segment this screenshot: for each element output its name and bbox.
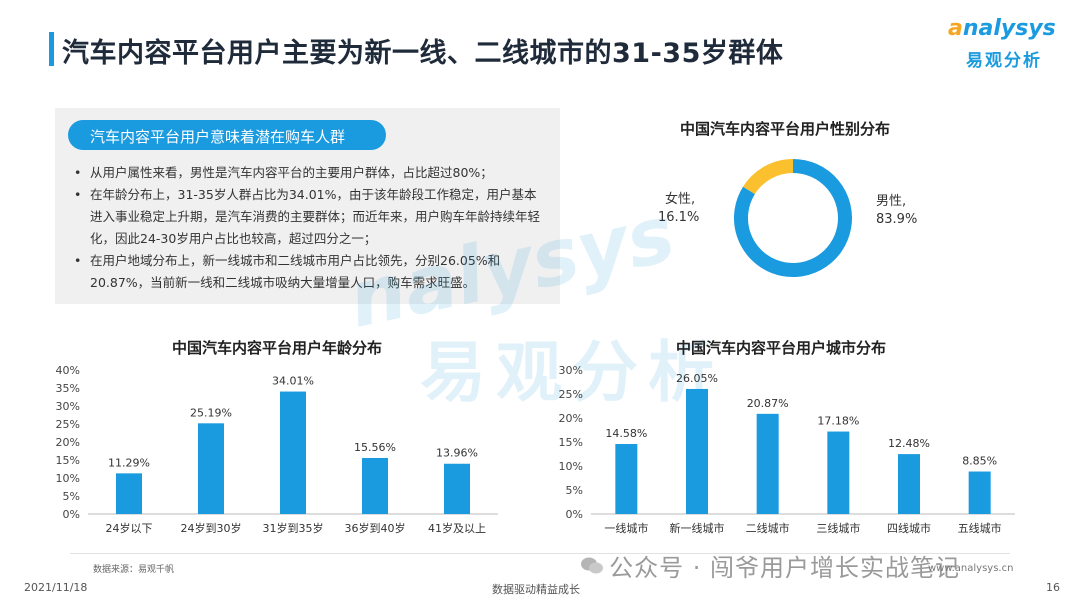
bar-value-label: 15.56%: [354, 441, 396, 454]
bar-value-label: 11.29%: [108, 456, 150, 469]
y-tick-label: 35%: [56, 382, 80, 395]
wechat-watermark: 公众号 · 闯爷用户增长实战笔记: [580, 548, 960, 583]
y-tick-label: 25%: [56, 418, 80, 431]
y-tick-label: 20%: [559, 412, 583, 425]
insight-header: 汽车内容平台用户意味着潜在购车人群: [90, 128, 346, 146]
donut-label: 女性,: [665, 191, 695, 207]
gender-donut-chart: 男性, 83.9% 女性, 16.1%: [658, 159, 917, 277]
bar: [280, 391, 306, 514]
insight-header-pill: 汽车内容平台用户意味着潜在购车人群: [68, 120, 386, 150]
bar: [968, 471, 991, 514]
bar: [116, 473, 142, 514]
bar: [444, 463, 470, 514]
y-tick-label: 5%: [566, 484, 583, 497]
bar: [615, 444, 638, 514]
gender-chart-title: 中国汽车内容平台用户性别分布: [680, 120, 891, 138]
age-bar-chart: 0% 5% 10% 15% 20% 25% 30% 35% 40% 11.29% 24岁以下 25.1…: [56, 364, 498, 535]
y-tick-label: 40%: [56, 364, 80, 377]
bar-value-label: 20.87%: [747, 397, 789, 410]
bar-value-label: 26.05%: [676, 372, 718, 385]
donut-value-label: 83.9%: [876, 212, 917, 227]
logo-wordmark: analysys: [948, 16, 1056, 41]
insight-bullet: 从用户属性来看，男性是汽车内容平台的主要用户群体，占比超过80%；: [72, 162, 544, 184]
y-tick-label: 0%: [63, 508, 80, 521]
x-tick-label: 36岁到40岁: [345, 521, 406, 535]
bar-value-label: 25.19%: [190, 406, 232, 419]
bar-value-label: 8.85%: [962, 455, 997, 468]
wechat-icon: [581, 557, 603, 573]
title-accent-bar: [49, 32, 54, 66]
x-tick-label: 二线城市: [746, 521, 790, 535]
y-tick-label: 0%: [566, 508, 583, 521]
bar-value-label: 17.18%: [817, 415, 859, 428]
donut-label: 男性,: [876, 194, 906, 209]
insight-bullet: 在年龄分布上，31-35岁人群占比为34.01%，由于该年龄段工作稳定，用户基本…: [72, 184, 544, 250]
y-tick-label: 10%: [56, 472, 80, 485]
y-tick-label: 30%: [56, 400, 80, 413]
bar: [827, 431, 850, 514]
site-url: www.analysys.cn: [928, 563, 1014, 574]
bar-value-label: 14.58%: [605, 427, 647, 440]
bar: [686, 388, 708, 514]
insight-list: 从用户属性来看，男性是汽车内容平台的主要用户群体，占比超过80%； 在年龄分布上…: [72, 162, 544, 294]
wechat-watermark-text: 公众号 · 闯爷用户增长实战笔记: [609, 554, 960, 582]
y-tick-label: 10%: [559, 460, 583, 473]
y-tick-label: 20%: [56, 436, 80, 449]
page-title: 汽车内容平台用户主要为新一线、二线城市的31-35岁群体: [62, 38, 784, 69]
bar: [362, 457, 388, 514]
bar-value-label: 13.96%: [436, 447, 478, 460]
x-tick-label: 三线城市: [816, 521, 860, 535]
bar-value-label: 34.01%: [272, 375, 314, 388]
y-tick-label: 15%: [559, 436, 583, 449]
x-tick-label: 24岁到30岁: [181, 521, 242, 535]
donut-slice: [734, 159, 852, 277]
x-tick-label: 五线城市: [958, 521, 1002, 535]
x-tick-label: 新一线城市: [670, 521, 725, 535]
bar: [756, 413, 779, 514]
footer-slogan: 数据驱动精益成长: [492, 583, 580, 596]
x-tick-label: 四线城市: [887, 521, 931, 535]
bar-value-label: 12.48%: [888, 437, 930, 450]
logo-chinese-name: 易观分析: [966, 51, 1042, 71]
insight-bullet: 在用户地域分布上，新一线城市和二线城市用户占比领先，分别26.05%和20.87…: [72, 250, 544, 294]
bar: [198, 423, 224, 514]
city-chart-title: 中国汽车内容平台用户城市分布: [676, 339, 887, 357]
x-tick-label: 24岁以下: [106, 521, 153, 535]
x-tick-label: 31岁到35岁: [263, 521, 324, 535]
age-chart-title: 中国汽车内容平台用户年龄分布: [172, 339, 383, 357]
y-tick-label: 25%: [559, 388, 583, 401]
city-bar-chart: 0% 5% 10% 15% 20% 25% 30% 14.58% 一线城市 26.05% 新一线城市…: [559, 364, 1015, 535]
analysys-logo: analysys 易观分析: [940, 16, 1060, 72]
x-tick-label: 一线城市: [604, 521, 648, 535]
page-number: 16: [1046, 581, 1060, 594]
donut-value-label: 16.1%: [658, 210, 699, 225]
y-tick-label: 5%: [63, 490, 80, 503]
bar: [898, 454, 920, 514]
footer-divider: [70, 553, 1010, 554]
y-tick-label: 30%: [559, 364, 583, 377]
x-tick-label: 41岁及以上: [428, 521, 486, 535]
report-date: 2021/11/18: [24, 581, 88, 594]
donut-slice: [742, 159, 794, 195]
data-source: 数据来源：易观千帆: [93, 565, 175, 575]
y-tick-label: 15%: [56, 454, 80, 467]
